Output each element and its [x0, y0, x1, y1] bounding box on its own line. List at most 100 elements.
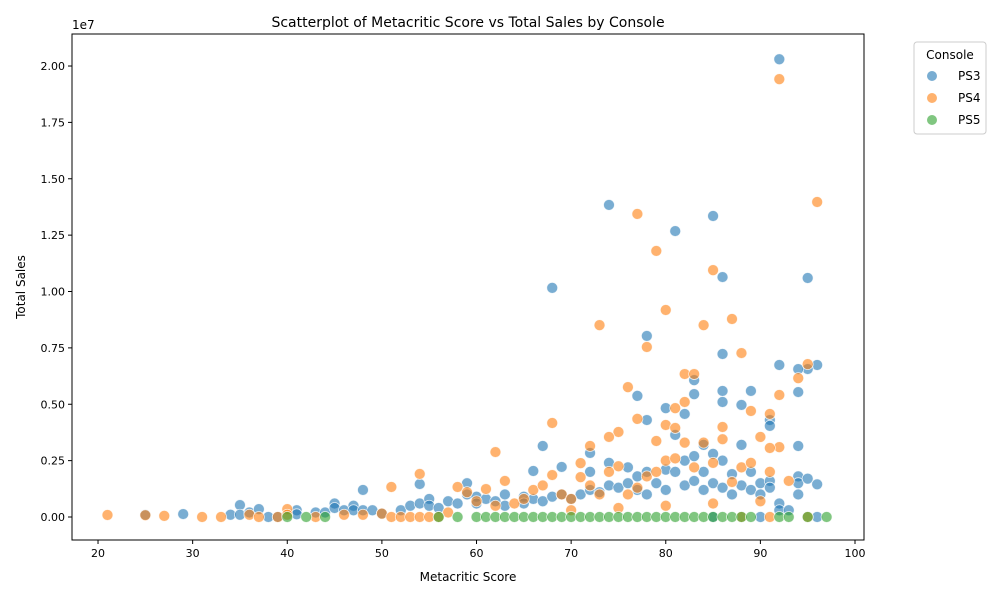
plot-frame — [71, 33, 865, 541]
point-ps3 — [745, 385, 757, 397]
x-tick-label: 40 — [280, 547, 294, 560]
y-offset-label: 1e7 — [72, 18, 95, 32]
point-ps3 — [801, 472, 814, 485]
point-ps3 — [735, 399, 748, 411]
point-ps4 — [612, 460, 625, 473]
y-tick-label: 0.50 — [41, 398, 66, 411]
point-ps3 — [612, 481, 625, 494]
point-ps3 — [631, 390, 644, 402]
point-ps3 — [669, 466, 682, 478]
point-ps4 — [688, 368, 701, 380]
point-ps3 — [773, 359, 786, 371]
x-tick-label: 100 — [845, 547, 866, 560]
point-ps3 — [763, 481, 776, 494]
point-ps4 — [773, 73, 786, 85]
point-ps4 — [574, 471, 587, 483]
legend-title: Console — [926, 48, 974, 62]
point-ps4 — [158, 509, 171, 522]
point-ps3 — [678, 479, 691, 492]
y-tick-label: 0.75 — [41, 342, 66, 355]
point-ps4 — [650, 466, 663, 478]
point-ps3 — [546, 282, 559, 294]
point-ps4 — [101, 509, 114, 521]
x-axis: 20 30 40 50 60 70 80 90 100 — [91, 540, 866, 560]
x-axis-label: Metacritic Score — [420, 570, 517, 584]
y-tick-label: 0.25 — [41, 455, 66, 468]
point-ps3 — [811, 478, 824, 491]
point-ps4 — [252, 511, 265, 523]
point-ps4 — [565, 493, 578, 505]
point-ps5 — [300, 511, 313, 523]
point-ps3 — [716, 385, 729, 397]
point-ps3 — [773, 53, 786, 66]
point-ps4 — [338, 508, 350, 521]
point-ps4 — [697, 319, 710, 332]
point-ps3 — [697, 484, 710, 496]
point-ps3 — [499, 488, 511, 501]
point-ps4 — [678, 436, 691, 449]
point-ps4 — [622, 381, 634, 394]
legend-marker-ps4 — [926, 92, 938, 104]
y-axis-label: Total Sales — [14, 255, 28, 320]
point-ps4 — [413, 468, 426, 480]
point-ps4 — [527, 484, 540, 496]
legend-marker-ps3 — [926, 70, 938, 82]
point-ps4 — [612, 426, 625, 438]
x-tick-label: 50 — [375, 547, 389, 560]
point-ps3 — [726, 488, 738, 501]
point-ps4 — [650, 245, 663, 257]
y-tick-label: 1.25 — [41, 229, 66, 242]
point-ps4 — [517, 493, 530, 505]
legend-label: PS5 — [958, 113, 981, 127]
point-ps3 — [177, 508, 190, 520]
point-ps4 — [631, 208, 644, 220]
y-tick-label: 1.50 — [41, 173, 66, 186]
point-ps4 — [745, 405, 757, 417]
point-ps3 — [413, 478, 426, 490]
point-ps4 — [593, 488, 606, 501]
point-ps4 — [603, 431, 615, 443]
point-ps4 — [593, 319, 606, 332]
point-ps3 — [536, 440, 549, 452]
y-tick-label: 0.00 — [41, 511, 66, 524]
point-ps3 — [536, 495, 549, 508]
point-ps4 — [669, 452, 682, 465]
x-tick-label: 20 — [91, 547, 105, 560]
point-ps4 — [659, 304, 672, 316]
legend-label: PS3 — [958, 69, 981, 83]
point-ps4 — [678, 396, 691, 408]
point-ps3 — [688, 475, 701, 487]
point-ps4 — [745, 456, 757, 469]
point-ps4 — [499, 475, 511, 487]
x-tick-label: 90 — [753, 547, 767, 560]
point-ps4 — [716, 433, 729, 446]
point-ps3 — [745, 484, 757, 496]
point-ps3 — [527, 465, 540, 477]
point-ps3 — [659, 484, 672, 496]
point-ps4 — [555, 488, 568, 501]
point-ps4 — [357, 508, 369, 521]
point-ps3 — [603, 199, 615, 211]
legend-marker-ps5 — [926, 114, 938, 126]
point-ps3 — [716, 271, 729, 283]
points-layer — [101, 53, 833, 523]
point-ps3 — [678, 408, 691, 420]
point-ps4 — [735, 347, 748, 359]
point-ps4 — [792, 372, 805, 384]
point-ps3 — [763, 420, 776, 432]
point-ps4 — [707, 264, 719, 276]
point-ps3 — [716, 348, 729, 360]
point-ps4 — [707, 497, 719, 510]
point-ps4 — [622, 488, 634, 501]
point-ps3 — [735, 438, 748, 451]
point-ps5 — [745, 511, 757, 523]
point-ps4 — [480, 483, 492, 495]
point-ps4 — [763, 466, 776, 478]
point-ps5 — [319, 511, 332, 523]
point-ps4 — [508, 497, 521, 510]
x-tick-label: 30 — [186, 547, 200, 560]
point-ps4 — [659, 499, 672, 512]
point-ps4 — [584, 440, 596, 452]
point-ps3 — [801, 272, 814, 284]
point-ps4 — [139, 509, 152, 522]
